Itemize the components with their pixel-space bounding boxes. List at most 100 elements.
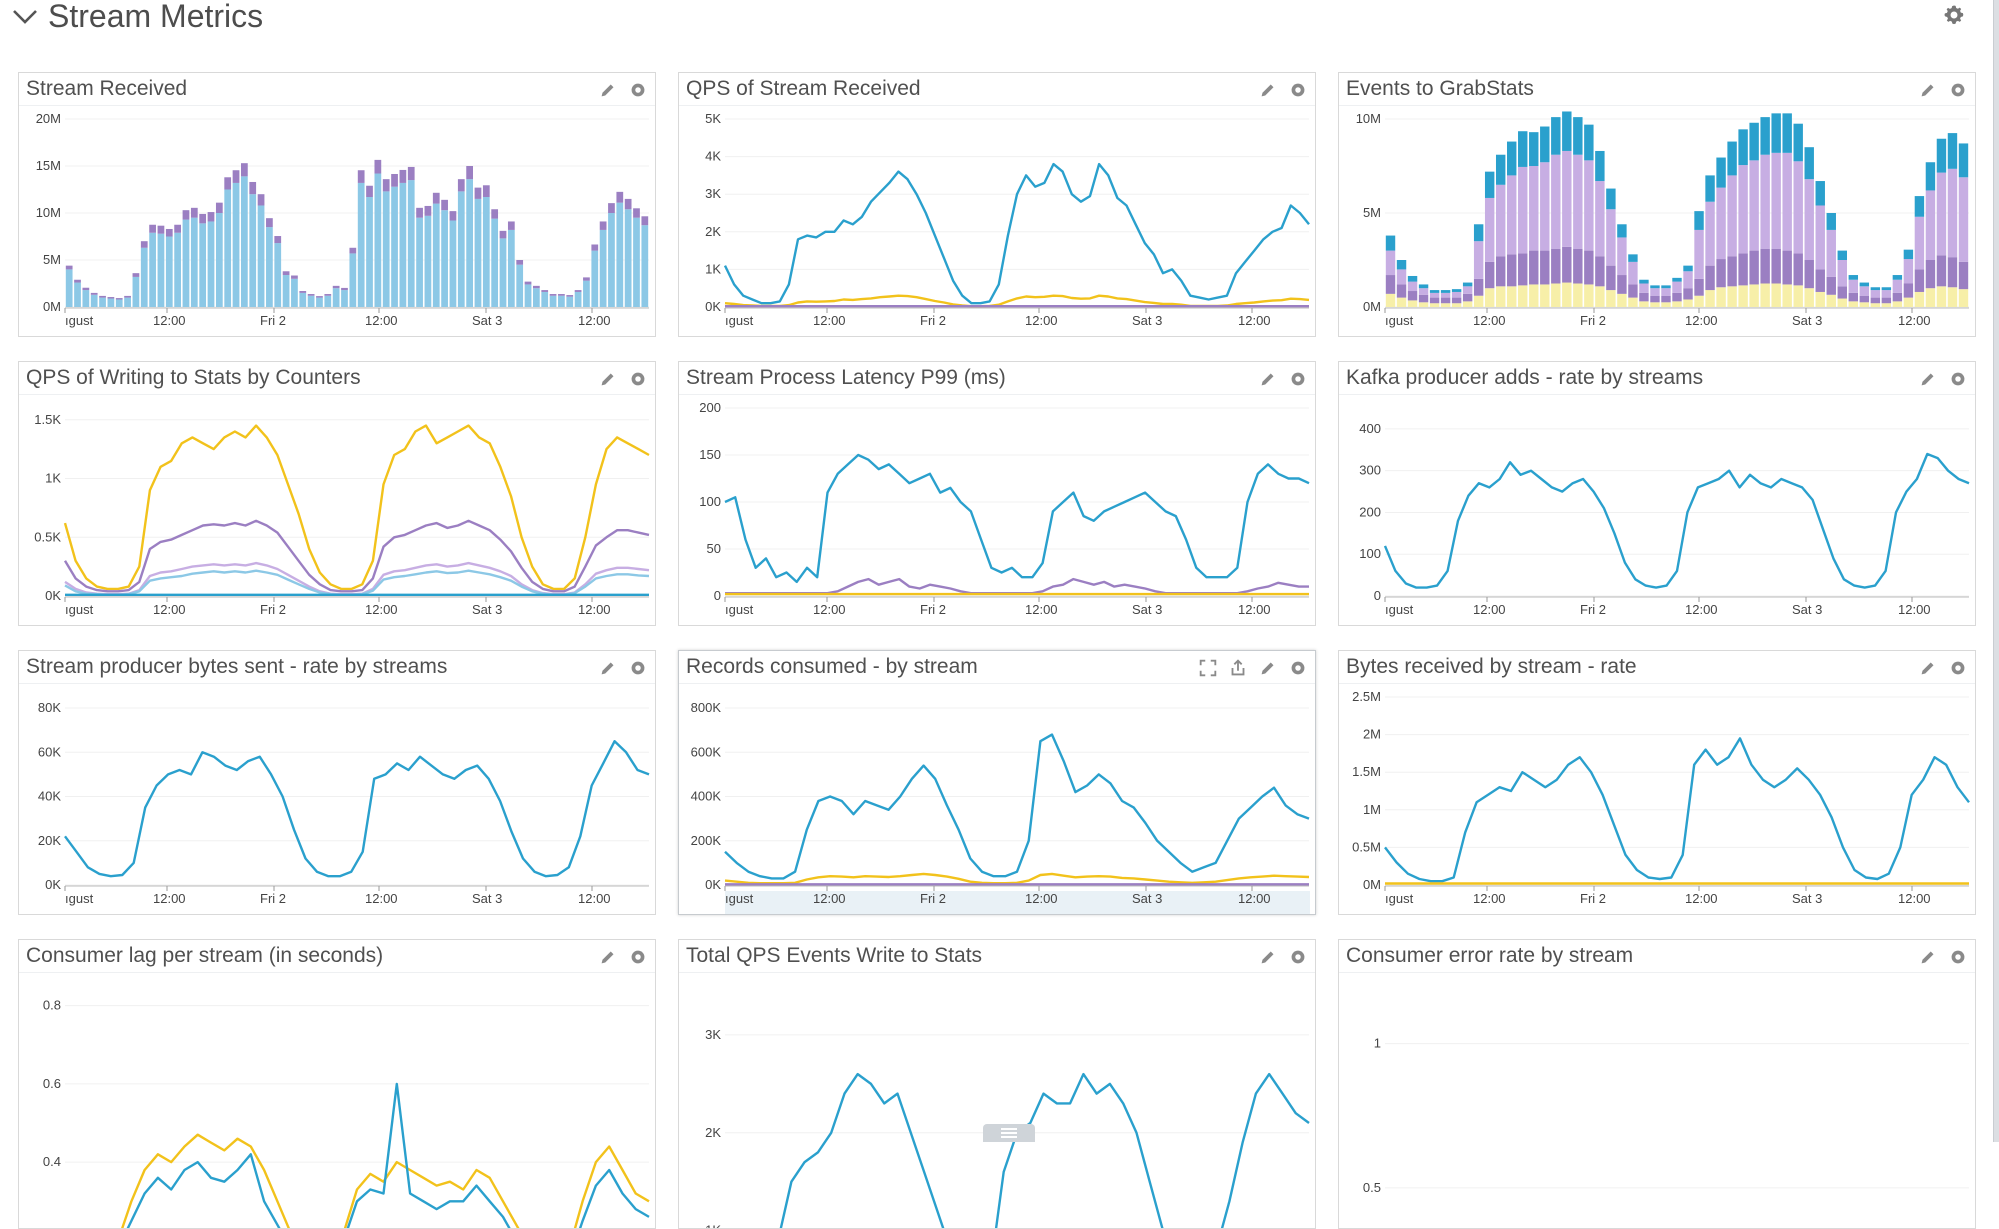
panel-title: Stream Received: [26, 77, 188, 100]
bar: [1914, 291, 1925, 307]
bar: [457, 191, 465, 307]
x-tick-label: 12:00: [1473, 891, 1506, 906]
bar: [1804, 288, 1814, 307]
y-tick-label: 1M: [1363, 802, 1381, 817]
pencil-icon[interactable]: [597, 368, 619, 390]
bar: [583, 277, 590, 281]
pencil-icon[interactable]: [1917, 657, 1939, 679]
bar: [1705, 175, 1715, 202]
gear-icon[interactable]: [627, 657, 649, 679]
x-tick-label: 12:00: [578, 602, 611, 617]
bar: [1848, 292, 1859, 302]
bar: [1495, 286, 1506, 307]
gear-icon[interactable]: [1941, 2, 1967, 28]
list-toggle-button[interactable]: [983, 1124, 1035, 1142]
bar: [366, 185, 373, 198]
bar: [232, 182, 240, 307]
panel-title: Stream producer bytes sent - rate by str…: [26, 655, 448, 678]
bar: [199, 223, 207, 307]
y-tick-label: 300: [1359, 463, 1381, 478]
bar: [1540, 126, 1550, 163]
bar: [1892, 275, 1903, 280]
gear-icon[interactable]: [1947, 79, 1969, 101]
scrollbar[interactable]: [1993, 0, 1999, 1142]
x-tick-label: 12:00: [1025, 313, 1058, 328]
bar: [457, 179, 465, 192]
gear-icon[interactable]: [1287, 946, 1309, 968]
pencil-icon[interactable]: [1257, 657, 1279, 679]
expand-icon[interactable]: [1197, 657, 1219, 679]
bar: [316, 296, 323, 298]
gear-icon[interactable]: [1287, 368, 1309, 390]
x-tick-label: 12:00: [1238, 602, 1271, 617]
bar: [1771, 283, 1781, 307]
bar: [82, 287, 90, 291]
pencil-icon[interactable]: [1257, 946, 1279, 968]
bar: [1606, 188, 1616, 210]
bar: [1595, 181, 1605, 257]
panel-bytes-received: Bytes received by stream - rate 0M 0.5M 1M…: [1338, 650, 1976, 915]
bar: [374, 173, 382, 307]
bar: [1925, 162, 1936, 191]
gear-icon[interactable]: [627, 79, 649, 101]
y-tick-label: 5M: [43, 252, 61, 267]
x-tick-label: Sat 3: [1132, 891, 1162, 906]
x-tick-label: 12:00: [1025, 602, 1058, 617]
bar: [1451, 291, 1462, 298]
bar: [1859, 302, 1870, 307]
x-tick-label: 12:00: [365, 602, 398, 617]
bar: [266, 227, 273, 307]
gear-icon[interactable]: [1947, 946, 1969, 968]
y-tick-label: 1.5M: [1352, 764, 1381, 779]
dashboard-title: Stream Metrics: [48, 0, 264, 34]
x-tick-label: 12:00: [1238, 313, 1271, 328]
bar: [1672, 301, 1682, 307]
bar: [558, 295, 565, 307]
time-range-brush[interactable]: [725, 891, 1310, 914]
bar: [1738, 165, 1748, 254]
x-tick-label: Fri 2: [260, 313, 286, 328]
bar: [1694, 278, 1704, 296]
gear-icon[interactable]: [1947, 657, 1969, 679]
pencil-icon[interactable]: [1257, 368, 1279, 390]
chart: 0K 200K 400K 600K 800K ıgust 12:00 Fri 2 12:00 Sa…: [691, 700, 1310, 906]
bar: [1429, 297, 1440, 304]
gear-icon[interactable]: [1287, 79, 1309, 101]
gear-icon[interactable]: [627, 946, 649, 968]
bar: [1418, 302, 1429, 307]
chart: 0M 5M 10M ıgust 12:00 Fri 2 12:00 Sat 3 12:00: [1356, 111, 1969, 328]
bar: [1694, 211, 1704, 230]
panel-consumer-lag: Consumer lag per stream (in seconds) 0.2…: [18, 939, 656, 1229]
bar: [1837, 260, 1847, 287]
pencil-icon[interactable]: [1917, 79, 1939, 101]
gear-icon[interactable]: [1947, 368, 1969, 390]
x-tick-label: 12:00: [1025, 891, 1058, 906]
series-line: [64, 739, 650, 878]
y-tick-label: 80K: [38, 700, 61, 715]
gear-icon[interactable]: [627, 368, 649, 390]
bar: [1462, 282, 1473, 287]
bar: [1529, 284, 1539, 307]
pencil-icon[interactable]: [1917, 368, 1939, 390]
bar: [1683, 299, 1693, 307]
panel-qps-writing-stats: QPS of Writing to Stats by Counters 0K 0.…: [18, 361, 656, 626]
bar: [424, 215, 432, 307]
series-line: [779, 1072, 1310, 1228]
gear-icon[interactable]: [1287, 657, 1309, 679]
pencil-icon[interactable]: [597, 657, 619, 679]
pencil-icon[interactable]: [1917, 946, 1939, 968]
share-icon[interactable]: [1227, 657, 1249, 679]
bar: [190, 217, 198, 307]
bar: [1793, 253, 1803, 286]
chevron-down-icon[interactable]: [10, 2, 40, 32]
pencil-icon[interactable]: [597, 946, 619, 968]
pencil-icon[interactable]: [1257, 79, 1279, 101]
bar: [149, 224, 156, 233]
bar: [574, 291, 582, 307]
bar: [382, 191, 390, 307]
bar: [416, 207, 423, 218]
bar: [282, 275, 290, 307]
x-tick-label: 12:00: [153, 313, 186, 328]
bar: [1661, 302, 1671, 307]
pencil-icon[interactable]: [597, 79, 619, 101]
